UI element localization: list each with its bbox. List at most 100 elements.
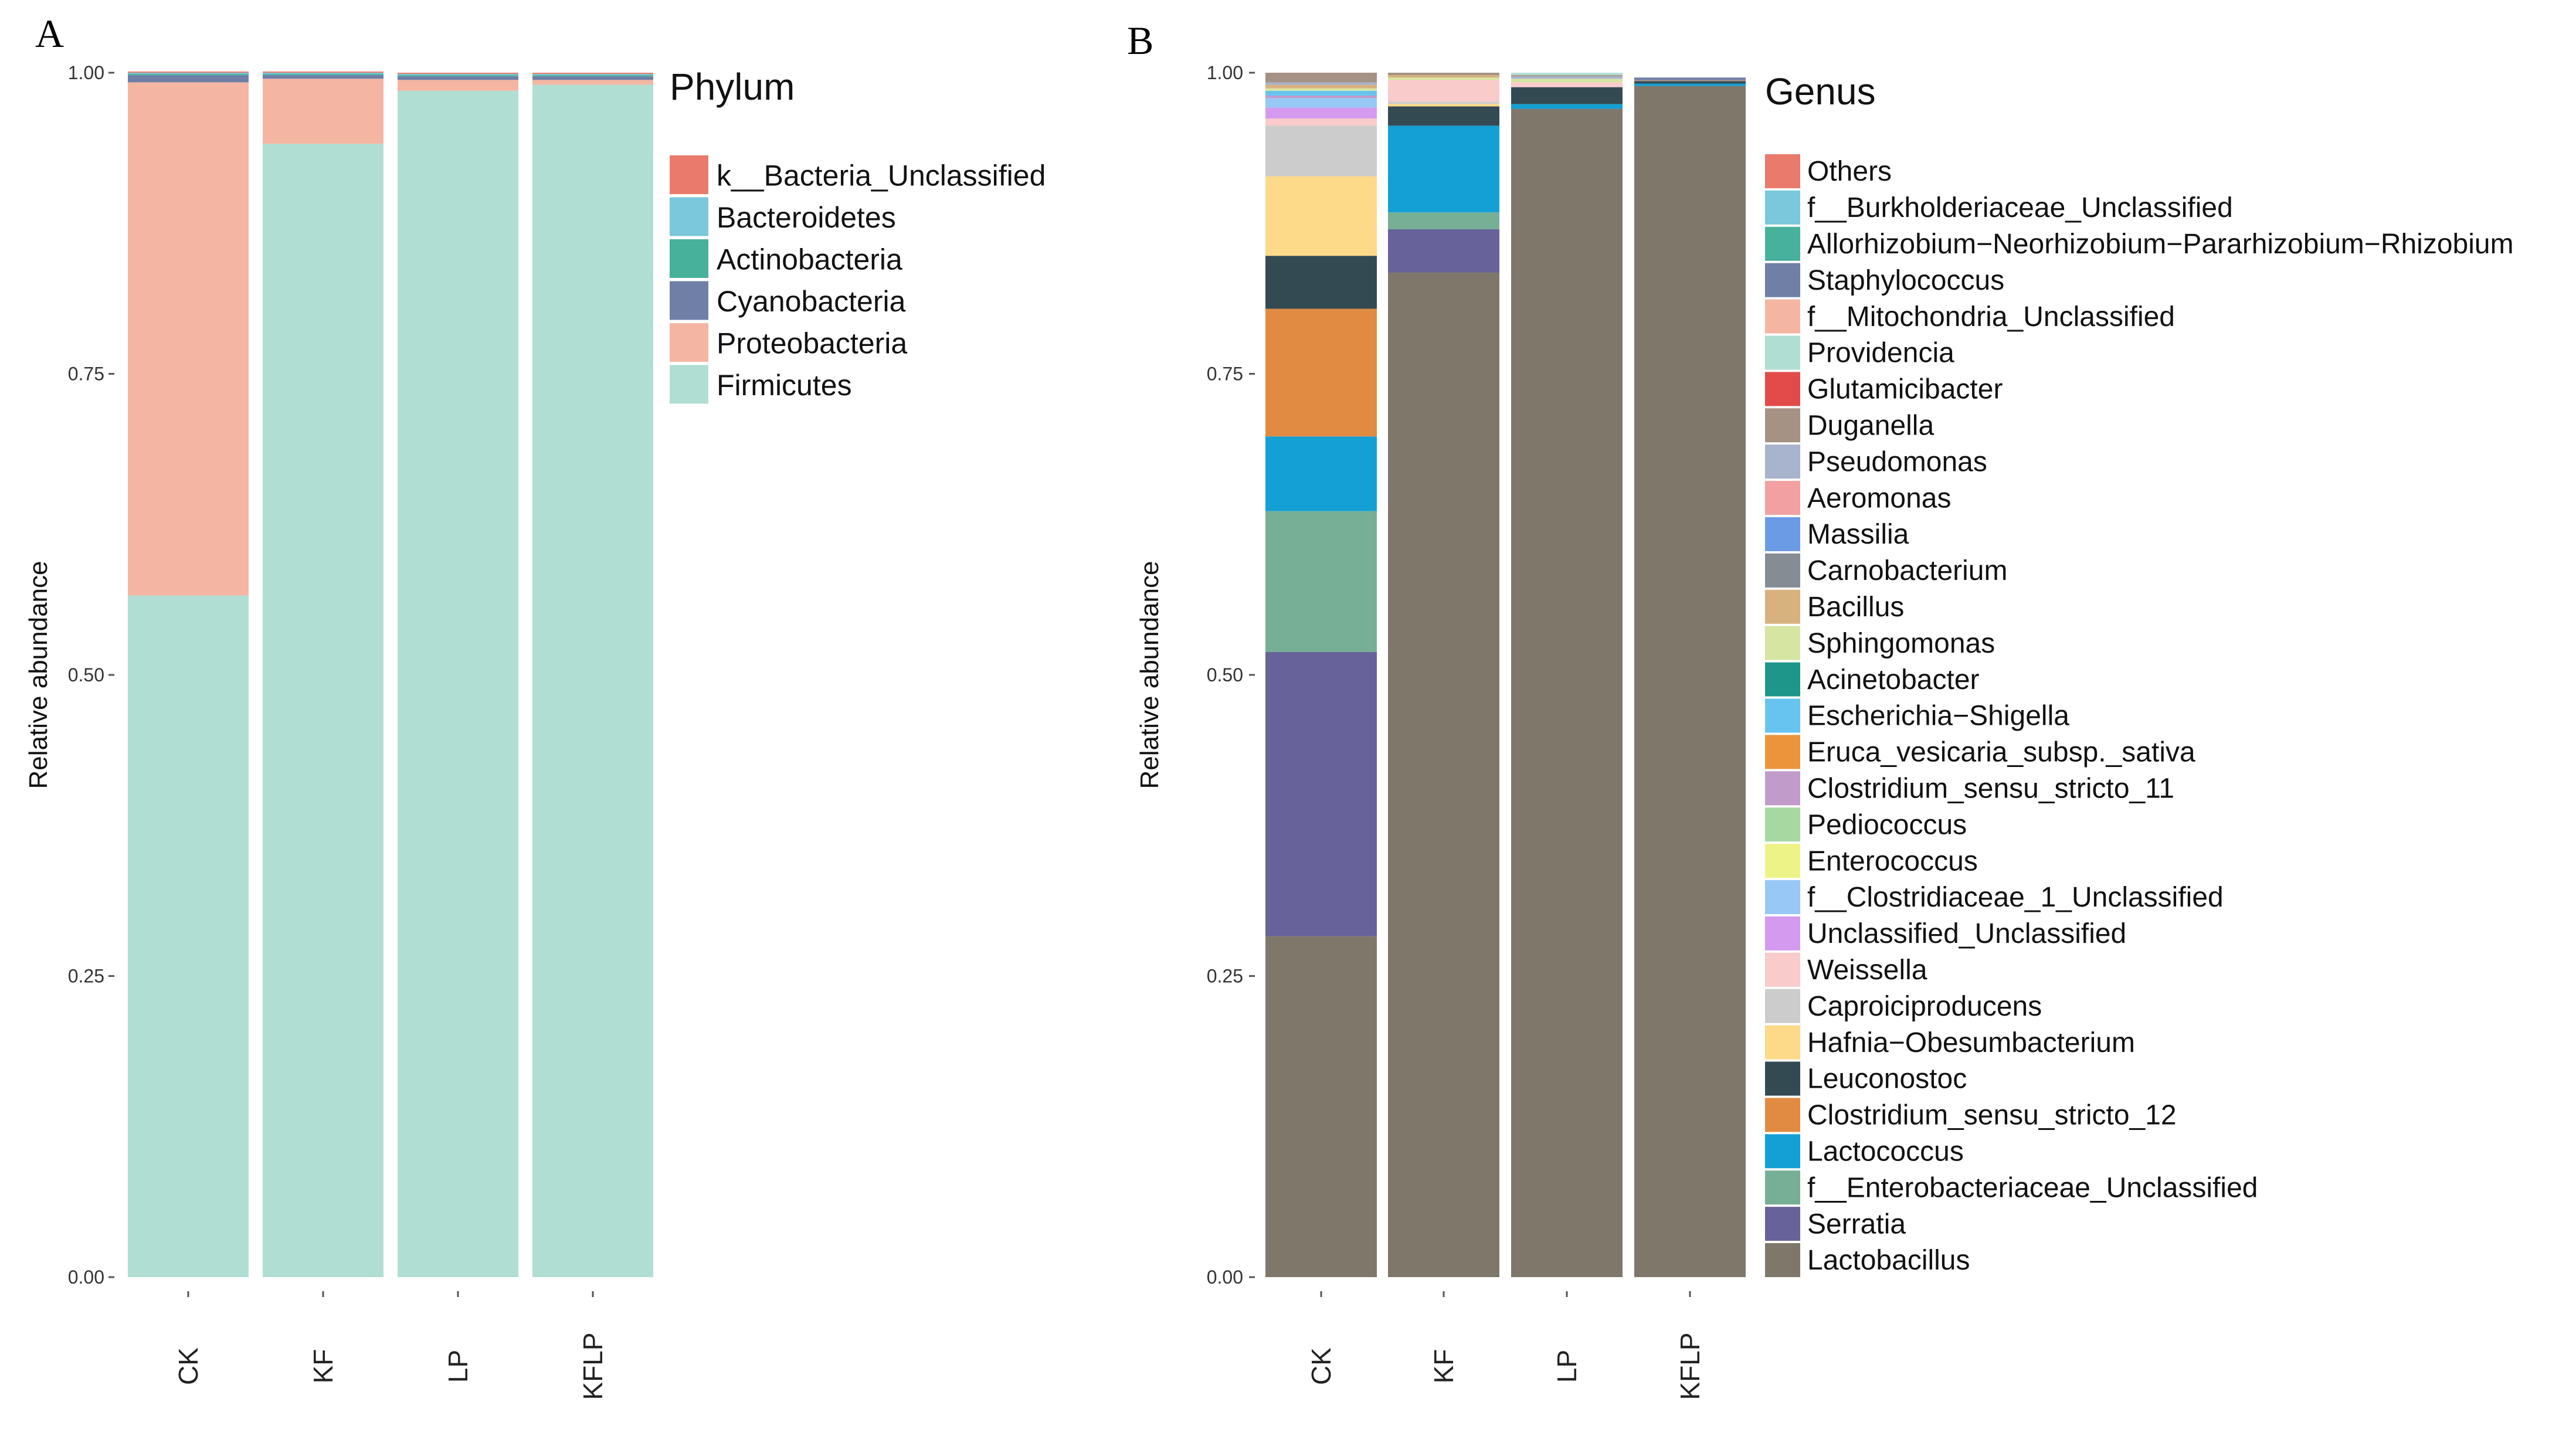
panel-b-legend-label-escherichia-shigella: Escherichia−Shigella <box>1807 701 2069 732</box>
panel-b-legend-swatch-f-enterobacteriaceae-unclassified <box>1765 1170 1800 1205</box>
panel-b-x-tick-label-kflp: KFLP <box>1675 1332 1705 1400</box>
panel-b-bar-kf-f-enterobacteriaceae-unclassified <box>1388 212 1499 230</box>
panel-b-bar-ck-sphingomonas <box>1265 88 1377 91</box>
panel-b-y-tick-label: 1.00 <box>1207 62 1243 83</box>
panel-b-legend-title: Genus <box>1765 70 1876 113</box>
panel-a-bar-ck-cyanobacteria <box>128 75 249 83</box>
panel-a-bar-lp-k-bacteria-unclassified <box>398 73 518 74</box>
panel-b-legend-label-lactococcus: Lactococcus <box>1807 1136 1964 1167</box>
panel-b-legend-label-staphylococcus: Staphylococcus <box>1807 265 2004 296</box>
panel-b-bar-kflp-leuconostoc <box>1634 81 1746 84</box>
panel-a-x-tick-label-lp: LP <box>443 1350 473 1383</box>
panel-b-legend-swatch-f-burkholderiaceae-unclassified <box>1765 190 1800 225</box>
panel-a-y-tick-label: 0.50 <box>68 664 104 685</box>
panel-a-bar-kflp-firmicutes <box>532 84 653 1277</box>
panel-b-legend-label-duganella: Duganella <box>1807 410 1934 442</box>
panel-b-bar-kf-caproiciproducens <box>1388 101 1499 104</box>
panel-a-y-tick-label: 0.75 <box>68 364 104 385</box>
panel-b-legend-label-f-burkholderiaceae-unclassified: f__Burkholderiaceae_Unclassified <box>1807 192 2233 223</box>
panel-b-legend-swatch-aeromonas <box>1765 481 1800 515</box>
panel-b-bar-ck-pseudomonas <box>1265 82 1377 85</box>
panel-b-legend-label-aeromonas: Aeromonas <box>1807 483 1951 514</box>
panel-b-legend-label-others: Others <box>1807 156 1892 187</box>
panel-b-bar-lp-pseudomonas <box>1511 76 1623 79</box>
panel-b-legend-swatch-providencia <box>1765 335 1800 370</box>
panel-b-legend-swatch-f-clostridiaceae-1-unclassified <box>1765 880 1800 914</box>
panel-b-legend-swatch-others <box>1765 154 1800 188</box>
panel-b-bar-ck-bacillus <box>1265 84 1377 89</box>
panel-a-bar-kflp-actinobacteria <box>532 75 653 77</box>
panel-b-legend-label-leuconostoc: Leuconostoc <box>1807 1064 1967 1095</box>
panel-a-bar-kflp-k-bacteria-unclassified <box>532 73 653 74</box>
panel-b-legend-label-massilia: Massilia <box>1807 519 1909 550</box>
panel-b-legend-swatch-carnobacterium <box>1765 553 1800 588</box>
panel-b-legend-label-pediococcus: Pediococcus <box>1807 809 1967 840</box>
panel-a-bar-lp-proteobacteria <box>398 80 518 91</box>
panel-b-legend-label-f-enterobacteriaceae-unclassified: f__Enterobacteriaceae_Unclassified <box>1807 1172 2258 1203</box>
panel-b-legend-swatch-lactococcus <box>1765 1134 1800 1169</box>
panel-b-bar-lp-duganella <box>1511 75 1623 77</box>
panel-b-bar-lp-sphingomonas <box>1511 79 1623 83</box>
panel-b-legend-swatch-weissella <box>1765 952 1800 987</box>
panel-b-legend-swatch-massilia <box>1765 517 1800 551</box>
panel-b-legend-label-pseudomonas: Pseudomonas <box>1807 446 1987 477</box>
panel-b-legend-label-bacillus: Bacillus <box>1807 592 1904 623</box>
panel-a-y-axis-title: Relative abundance <box>24 561 53 789</box>
panel-b-bar-lp-lactobacillus <box>1511 108 1623 1277</box>
panel-b-legend-swatch-eruca-vesicaria-subsp-sativa <box>1765 735 1800 769</box>
panel-a-legend-swatch-bacteroidetes <box>670 197 708 236</box>
panel-b-legend-swatch-duganella <box>1765 408 1800 443</box>
panel-a-bar-ck-bacteroidetes <box>128 73 249 74</box>
panel-b-legend-swatch-bacillus <box>1765 589 1800 624</box>
panel-a-y-tick-label: 0.25 <box>68 966 104 987</box>
panel-a-bar-lp-bacteroidetes <box>398 74 518 76</box>
panel-b-legend-swatch-enterococcus <box>1765 844 1800 878</box>
panel-b-legend-swatch-clostridium-sensu-stricto-12 <box>1765 1098 1800 1132</box>
panel-b-legend-label-sphingomonas: Sphingomonas <box>1807 628 1995 659</box>
panel-b-bar-ck-duganella <box>1265 73 1377 83</box>
panel-b-bar-kf-sphingomonas <box>1388 77 1499 80</box>
panel-a-legend-label-cyanobacteria: Cyanobacteria <box>717 285 906 318</box>
panel-a-bar-kf-cyanobacteria <box>263 75 383 79</box>
panel-b-legend-label-eruca-vesicaria-subsp-sativa: Eruca_vesicaria_subsp._sativa <box>1807 737 2195 768</box>
panel-a-legend-swatch-firmicutes <box>670 365 708 404</box>
panel-b-x-tick-label-kf: KF <box>1428 1349 1459 1384</box>
panel-b-legend-swatch-caproiciproducens <box>1765 989 1800 1023</box>
panel-b-y-tick-label: 0.00 <box>1207 1267 1243 1288</box>
panel-a-legend-swatch-cyanobacteria <box>670 281 708 320</box>
panel-b-legend-label-acinetobacter: Acinetobacter <box>1807 664 1980 695</box>
panel-a-bar-kflp-cyanobacteria <box>532 76 653 80</box>
panel-b-bar-ck-unclassified-unclassified <box>1265 107 1377 119</box>
panel-a-phylum-chart: A 0.00 0.25 0.50 0.75 1.00 Relative abundance C… <box>24 11 1046 1400</box>
panel-b-bar-ck-f-enterobacteriaceae-unclassified <box>1265 511 1377 652</box>
panel-b-bar-ck-f-clostridiaceae-1-unclassified <box>1265 98 1377 108</box>
panel-b-legend-label-caproiciproducens: Caproiciproducens <box>1807 991 2042 1022</box>
panel-b-legend-label-allorhizobium-neorhizobium-pararhizobium-rhizobium: Allorhizobium−Neorhizobium−Pararhizobium… <box>1807 229 2514 260</box>
panel-b-bar-kflp-lactococcus <box>1634 83 1746 86</box>
panel-a-bar-lp-cyanobacteria <box>398 76 518 80</box>
panel-b-legend-label-glutamicibacter: Glutamicibacter <box>1807 374 2003 405</box>
panel-b-legend-label-clostridium-sensu-stricto-11: Clostridium_sensu_stricto_11 <box>1807 773 2174 805</box>
panel-a-letter: A <box>35 11 64 56</box>
panel-b-legend-swatch-lactobacillus <box>1765 1243 1800 1277</box>
panel-b-legend-label-hafnia-obesumbacterium: Hafnia−Obesumbacterium <box>1807 1027 2135 1058</box>
panel-b-x-tick-label-ck: CK <box>1306 1347 1336 1385</box>
panel-b-legend-swatch-allorhizobium-neorhizobium-pararhizobium-rhizobium <box>1765 226 1800 261</box>
panel-b-bar-ck-clostridium-sensu-stricto-11 <box>1265 96 1377 99</box>
panel-a-legend-label-proteobacteria: Proteobacteria <box>717 327 907 359</box>
panel-a-bar-kf-proteobacteria <box>263 79 383 144</box>
panel-b-bar-kf-lactococcus <box>1388 125 1499 213</box>
panel-b-bar-kf-hafnia-obesumbacterium <box>1388 104 1499 107</box>
panel-a-bar-ck-firmicutes <box>128 595 249 1277</box>
panel-b-legend-label-providencia: Providencia <box>1807 338 1954 369</box>
panel-a-legend-label-k-bacteria-unclassified: k__Bacteria_Unclassified <box>717 159 1046 192</box>
panel-a-bar-ck-actinobacteria <box>128 74 249 76</box>
panel-b-legend-swatch-clostridium-sensu-stricto-11 <box>1765 771 1800 806</box>
panel-a-bar-kflp-proteobacteria <box>532 80 653 85</box>
panel-b-bar-ck-weissella <box>1265 118 1377 126</box>
panel-b-bar-kf-weissella <box>1388 80 1499 102</box>
panel-b-legend-label-f-mitochondria-unclassified: f__Mitochondria_Unclassified <box>1807 301 2175 332</box>
panel-a-bar-kf-actinobacteria <box>263 74 383 76</box>
panel-b-legend-label-clostridium-sensu-stricto-12: Clostridium_sensu_stricto_12 <box>1807 1100 2177 1131</box>
panel-b-legend-label-weissella: Weissella <box>1807 955 1927 986</box>
